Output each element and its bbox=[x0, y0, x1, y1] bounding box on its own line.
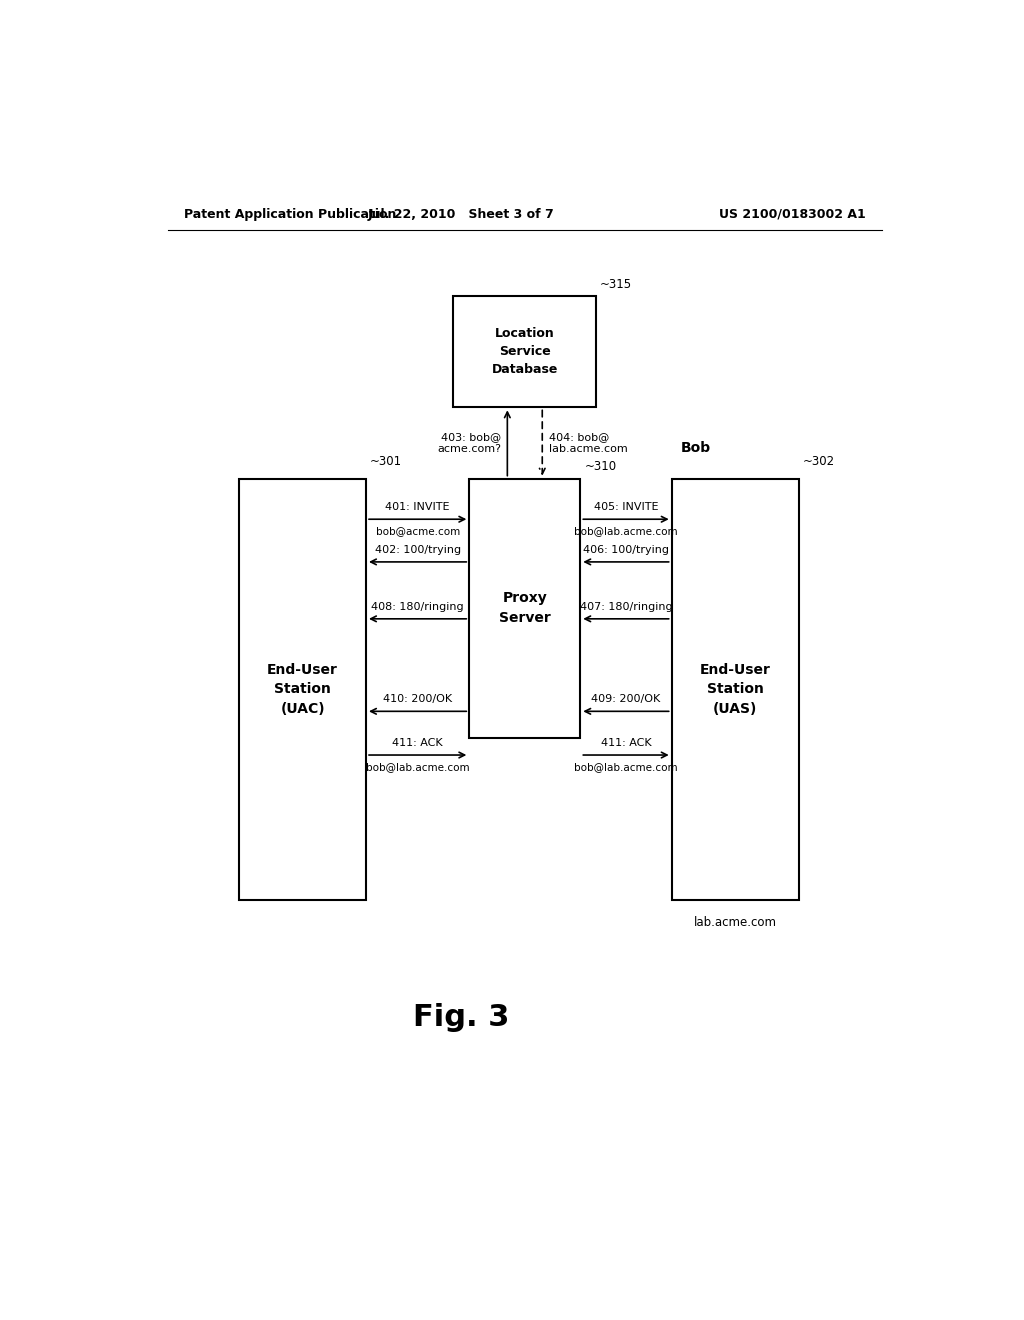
Text: ~310: ~310 bbox=[585, 461, 616, 474]
Text: Jul. 22, 2010   Sheet 3 of 7: Jul. 22, 2010 Sheet 3 of 7 bbox=[368, 207, 555, 220]
Text: 407: 180/ringing: 407: 180/ringing bbox=[580, 602, 673, 611]
Text: End-User
Station
(UAS): End-User Station (UAS) bbox=[699, 663, 770, 715]
Bar bbox=[240, 479, 367, 900]
Text: Fig. 3: Fig. 3 bbox=[413, 1003, 510, 1032]
Text: ~301: ~301 bbox=[370, 455, 402, 469]
Text: 401: INVITE: 401: INVITE bbox=[385, 502, 450, 512]
Text: 408: 180/ringing: 408: 180/ringing bbox=[372, 602, 464, 611]
Text: ~315: ~315 bbox=[600, 277, 632, 290]
Text: 404: bob@
lab.acme.com: 404: bob@ lab.acme.com bbox=[549, 432, 628, 454]
Text: 410: 200/OK: 410: 200/OK bbox=[383, 694, 453, 704]
Text: bob@lab.acme.com: bob@lab.acme.com bbox=[366, 762, 469, 772]
Text: 411: ACK: 411: ACK bbox=[601, 738, 651, 748]
Text: bob@acme.com: bob@acme.com bbox=[376, 527, 460, 536]
Text: US 2100/0183002 A1: US 2100/0183002 A1 bbox=[719, 207, 866, 220]
Text: Bob: Bob bbox=[680, 441, 711, 455]
Text: Patent Application Publication: Patent Application Publication bbox=[183, 207, 396, 220]
Text: 405: INVITE: 405: INVITE bbox=[594, 502, 658, 512]
Text: 409: 200/OK: 409: 200/OK bbox=[591, 694, 660, 704]
Text: 411: ACK: 411: ACK bbox=[392, 738, 443, 748]
Text: 406: 100/trying: 406: 100/trying bbox=[583, 545, 669, 554]
Bar bbox=[672, 479, 799, 900]
Text: bob@lab.acme.com: bob@lab.acme.com bbox=[574, 527, 678, 536]
Text: ~302: ~302 bbox=[803, 455, 835, 469]
Text: End-User
Station
(UAC): End-User Station (UAC) bbox=[267, 663, 338, 715]
Text: 402: 100/trying: 402: 100/trying bbox=[375, 545, 461, 554]
Bar bbox=[469, 479, 581, 738]
Text: lab.acme.com: lab.acme.com bbox=[693, 916, 776, 928]
Text: 403: bob@
acme.com?: 403: bob@ acme.com? bbox=[437, 432, 501, 454]
Text: Location
Service
Database: Location Service Database bbox=[492, 327, 558, 376]
Text: bob@lab.acme.com: bob@lab.acme.com bbox=[574, 762, 678, 772]
Bar bbox=[454, 296, 596, 408]
Text: Proxy
Server: Proxy Server bbox=[499, 591, 551, 624]
